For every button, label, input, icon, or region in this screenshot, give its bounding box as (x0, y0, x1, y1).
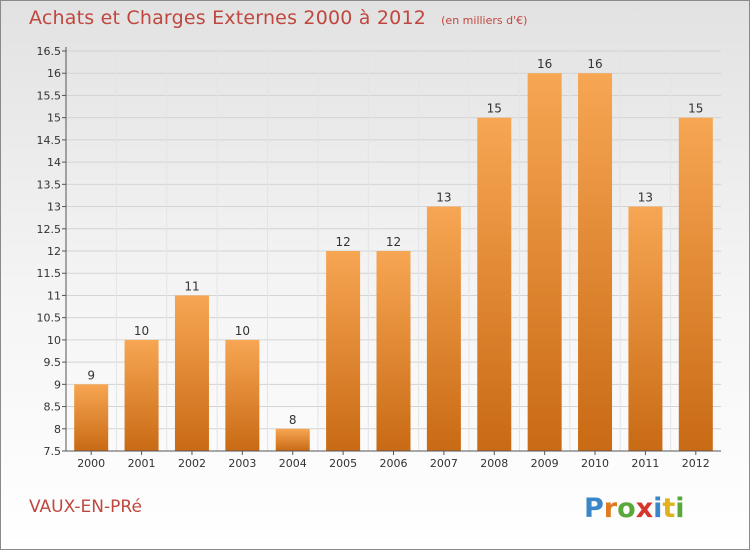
x-tick-label: 2007 (430, 457, 458, 470)
bar (74, 384, 109, 451)
bars (74, 73, 713, 452)
chart-title: Achats et Charges Externes 2000 à 2012 (29, 7, 427, 29)
bar-value-label: 10 (235, 324, 250, 338)
commune-name: VAUX-EN-PRé (29, 497, 142, 517)
x-tick-label: 2010 (581, 457, 609, 470)
y-tick-label: 16 (47, 67, 61, 80)
bar (326, 251, 361, 451)
bar-value-label: 13 (436, 191, 451, 205)
y-tick-label: 14 (47, 156, 61, 169)
bar (174, 295, 209, 451)
x-tick-label: 2011 (631, 457, 659, 470)
bar-value-label: 15 (487, 102, 502, 116)
chart-subtitle: (en milliers d'€) (441, 14, 528, 27)
title-row: Achats et Charges Externes 2000 à 2012 (… (29, 7, 527, 29)
y-tick-label: 7.5 (44, 445, 62, 458)
axes (62, 47, 721, 455)
bar-value-label: 10 (134, 324, 149, 338)
bar-value-label: 16 (587, 57, 602, 71)
bar (124, 339, 159, 451)
bar-value-label: 8 (289, 413, 297, 427)
bar (225, 339, 260, 451)
bar (275, 428, 310, 451)
bar (426, 206, 461, 451)
y-tick-label: 12 (47, 245, 61, 258)
bar-value-label: 16 (537, 57, 552, 71)
x-tick-label: 2003 (228, 457, 256, 470)
y-tick-label: 10.5 (37, 312, 62, 325)
y-tick-label: 9.5 (44, 356, 62, 369)
y-tick-label: 8.5 (44, 401, 62, 414)
x-tick-label: 2001 (128, 457, 156, 470)
bar-value-label: 12 (335, 235, 350, 249)
x-tick-label: 2009 (531, 457, 559, 470)
x-tick-label: 2000 (77, 457, 105, 470)
bar-value-label: 9 (87, 368, 95, 382)
y-tick-label: 9 (54, 378, 61, 391)
x-tick-label: 2006 (380, 457, 408, 470)
x-tick-label: 2005 (329, 457, 357, 470)
x-tick-label: 2008 (480, 457, 508, 470)
bar-value-label: 13 (638, 191, 653, 205)
x-tick-label: 2004 (279, 457, 307, 470)
x-tick-label: 2012 (682, 457, 710, 470)
bar-value-label: 12 (386, 235, 401, 249)
y-tick-label: 13 (47, 201, 61, 214)
y-tick-label: 13.5 (37, 178, 62, 191)
bar (678, 117, 713, 452)
bar (527, 73, 562, 451)
y-tick-label: 12.5 (37, 223, 62, 236)
y-tick-label: 15 (47, 112, 61, 125)
y-tick-label: 11 (47, 289, 61, 302)
labels: 7.5 8 8.5 9 9.5 10 10.5 11 11.5 12 12.5 13 13.5 14 14.… (37, 45, 710, 470)
bar (578, 73, 613, 451)
bar (376, 251, 411, 451)
svg-text:Proxiti: Proxiti (584, 493, 685, 524)
bar (477, 117, 512, 452)
proxiti-logo: Proxiti (584, 493, 685, 524)
y-tick-label: 11.5 (37, 267, 62, 280)
bar (628, 206, 663, 451)
y-tick-label: 10 (47, 334, 61, 347)
y-tick-label: 8 (54, 423, 61, 436)
y-tick-label: 16.5 (37, 45, 62, 58)
bar-value-label: 15 (688, 102, 703, 116)
x-tick-label: 2002 (178, 457, 206, 470)
y-tick-label: 15.5 (37, 89, 62, 102)
y-tick-label: 14.5 (37, 134, 62, 147)
bar-value-label: 11 (184, 279, 199, 293)
